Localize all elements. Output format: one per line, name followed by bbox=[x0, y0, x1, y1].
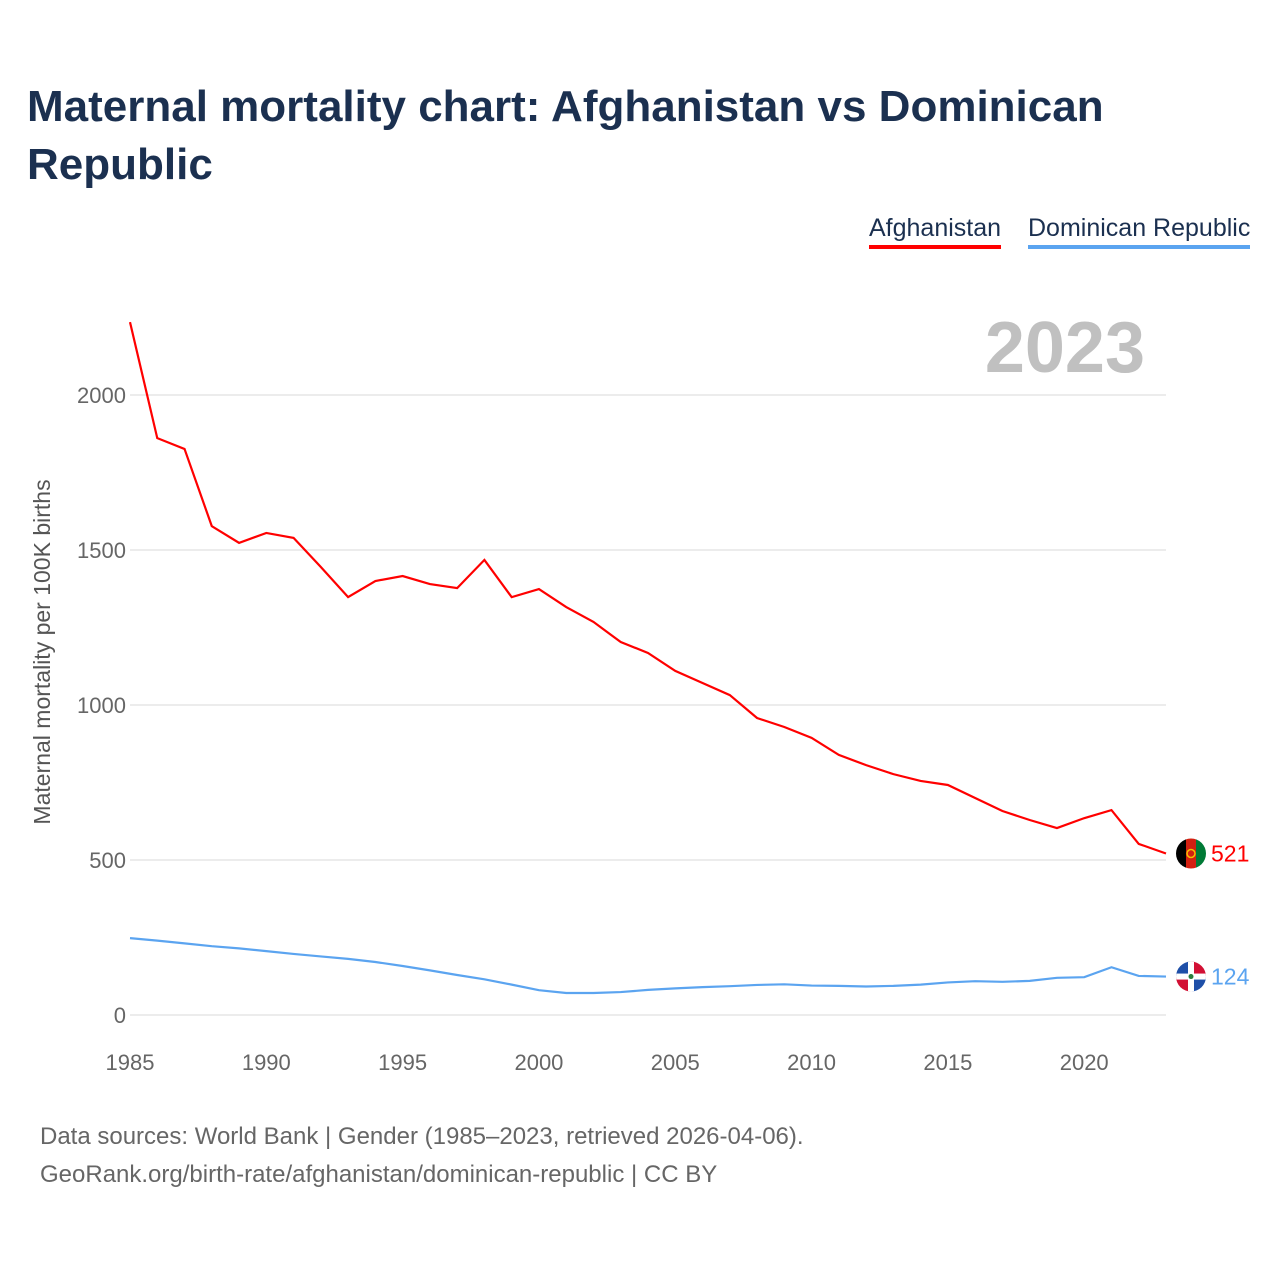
y-tick-label: 2000 bbox=[77, 383, 126, 408]
y-tick-label: 1000 bbox=[77, 693, 126, 718]
afghanistan-flag-icon bbox=[1176, 838, 1206, 869]
x-tick-label: 2020 bbox=[1060, 1050, 1109, 1075]
x-tick-label: 1985 bbox=[106, 1050, 155, 1075]
series-line-dominican-republic bbox=[129, 937, 1167, 995]
x-tick-label: 2015 bbox=[923, 1050, 972, 1075]
x-tick-label: 1990 bbox=[242, 1050, 291, 1075]
end-value-label: 521 bbox=[1211, 840, 1249, 866]
dominican-republic-flag-icon bbox=[1176, 961, 1206, 992]
source-line-1: Data sources: World Bank | Gender (1985–… bbox=[40, 1123, 804, 1150]
chart-title: Maternal mortality chart: Afghanistan vs… bbox=[27, 82, 1104, 189]
x-tick-label: 2005 bbox=[651, 1050, 700, 1075]
y-tick-label: 1500 bbox=[77, 538, 126, 563]
legend-afghanistan[interactable]: Afghanistan bbox=[869, 214, 1002, 249]
y-tick-label: 500 bbox=[89, 848, 126, 873]
year-watermark: 2023 bbox=[985, 308, 1145, 388]
series-line-afghanistan bbox=[128, 321, 1167, 855]
x-tick-label: 2000 bbox=[514, 1050, 563, 1075]
x-tick-label: 1995 bbox=[378, 1050, 427, 1075]
legend-dominican-republic[interactable]: Dominican Republic bbox=[1028, 214, 1251, 249]
source-line-2[interactable]: GeoRank.org/birth-rate/afghanistan/domin… bbox=[40, 1161, 718, 1188]
y-tick-label: 0 bbox=[114, 1003, 126, 1028]
end-value-label: 124 bbox=[1211, 964, 1250, 990]
x-tick-label: 2010 bbox=[787, 1050, 836, 1075]
source-note: Data sources: World Bank | Gender (1985–… bbox=[40, 1118, 804, 1194]
y-axis-label: Maternal mortality per 100K births bbox=[29, 479, 55, 824]
